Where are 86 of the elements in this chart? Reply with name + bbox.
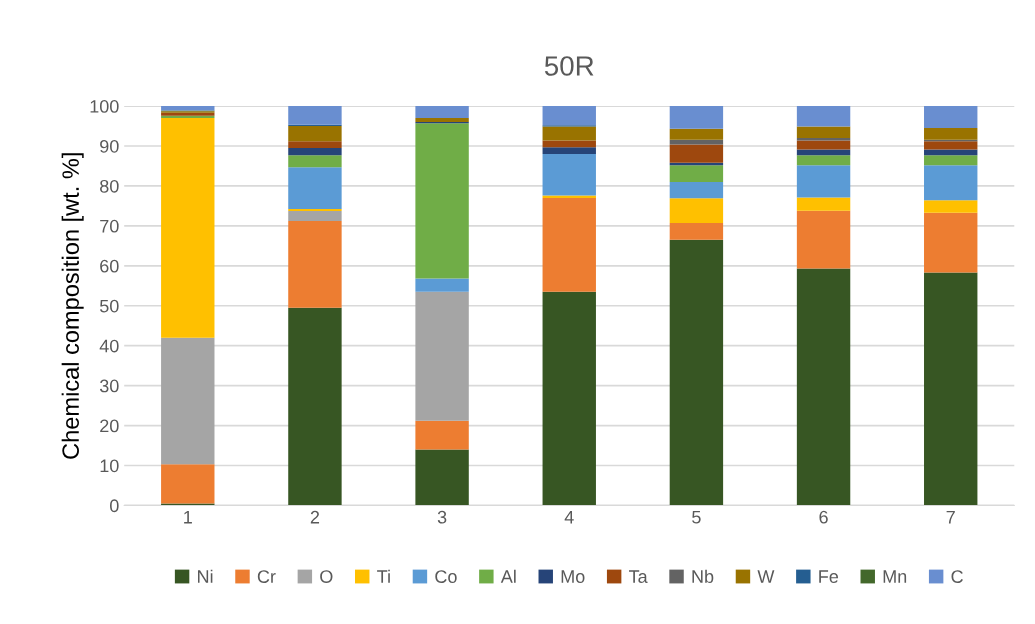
y-tick-label: 90 <box>100 139 119 153</box>
bar <box>924 155 978 166</box>
legend-label: Mn <box>883 570 907 583</box>
x-tick-label: 4 <box>564 510 574 524</box>
bar <box>415 449 469 506</box>
bar <box>669 165 724 182</box>
legend-label: C <box>951 570 963 583</box>
x-tick-label: 2 <box>310 510 320 524</box>
bar <box>161 337 215 465</box>
bar <box>924 212 978 273</box>
bar <box>669 106 724 129</box>
bar <box>161 503 215 506</box>
y-axis-title: Chemical composition [wt. %] <box>61 153 84 459</box>
x-tick-label: 1 <box>184 510 192 524</box>
x-tick-label: 7 <box>946 510 955 524</box>
bar <box>542 154 596 196</box>
bar <box>796 140 851 150</box>
legend-label: Cr <box>257 570 276 583</box>
bar <box>415 118 469 123</box>
y-tick-label: 20 <box>100 419 119 433</box>
bar <box>415 420 469 450</box>
y-tick-label: 70 <box>100 219 119 233</box>
bar <box>288 221 342 308</box>
bar <box>161 118 215 338</box>
bar <box>796 268 851 506</box>
bar <box>796 165 851 198</box>
y-tick-label: 10 <box>100 459 119 473</box>
bar <box>542 106 596 126</box>
bar <box>288 126 342 142</box>
legend-label: Fe <box>819 570 839 583</box>
y-tick-label: 0 <box>110 499 119 513</box>
bar <box>796 197 851 211</box>
legend-label: Nb <box>692 569 714 583</box>
x-tick-label: 3 <box>437 510 447 524</box>
legend-label: Co <box>435 570 457 583</box>
x-tick-label: 6 <box>819 510 828 524</box>
legend-label: Ni <box>198 569 213 583</box>
bar <box>542 126 596 141</box>
bar <box>669 223 724 240</box>
bar <box>542 197 596 292</box>
legend-label: Ti <box>377 569 390 583</box>
bar <box>669 181 724 199</box>
bar <box>161 106 215 111</box>
y-tick-label: 100 <box>90 100 119 113</box>
legend-label: Al <box>500 569 516 583</box>
bar <box>669 198 724 224</box>
bar <box>924 106 978 129</box>
y-tick-label: 40 <box>99 339 119 353</box>
bar <box>669 239 724 506</box>
legend-label: Mo <box>561 570 585 583</box>
bar <box>542 291 596 506</box>
bar <box>288 148 342 156</box>
bar <box>669 128 724 140</box>
bar <box>288 106 342 125</box>
bar <box>288 141 342 149</box>
bar <box>288 307 342 506</box>
bar <box>161 464 215 504</box>
chart-title: 50R <box>544 56 594 76</box>
bar <box>796 106 851 127</box>
bar <box>288 155 342 168</box>
legend-label: O <box>320 570 333 583</box>
bar <box>796 126 851 139</box>
bar <box>415 123 469 279</box>
y-tick-label: 60 <box>100 259 119 273</box>
y-tick-label: 30 <box>99 379 119 393</box>
bar <box>924 128 978 140</box>
legend-label: W <box>757 570 775 583</box>
bar <box>415 106 469 119</box>
bar <box>542 147 596 154</box>
bar <box>288 211 342 222</box>
bar <box>796 210 851 269</box>
bar <box>924 272 978 506</box>
bar <box>924 165 978 201</box>
bar <box>924 141 978 150</box>
bar <box>924 200 978 213</box>
bar <box>415 278 469 292</box>
bar <box>288 167 342 210</box>
bar <box>669 144 724 163</box>
bar <box>796 155 851 166</box>
bar <box>415 291 469 421</box>
x-tick-label: 5 <box>692 510 701 524</box>
legend-label: Ta <box>629 570 648 583</box>
y-tick-label: 50 <box>99 299 119 313</box>
bar <box>542 140 596 148</box>
bar <box>288 209 342 212</box>
y-tick-label: 80 <box>100 179 119 193</box>
